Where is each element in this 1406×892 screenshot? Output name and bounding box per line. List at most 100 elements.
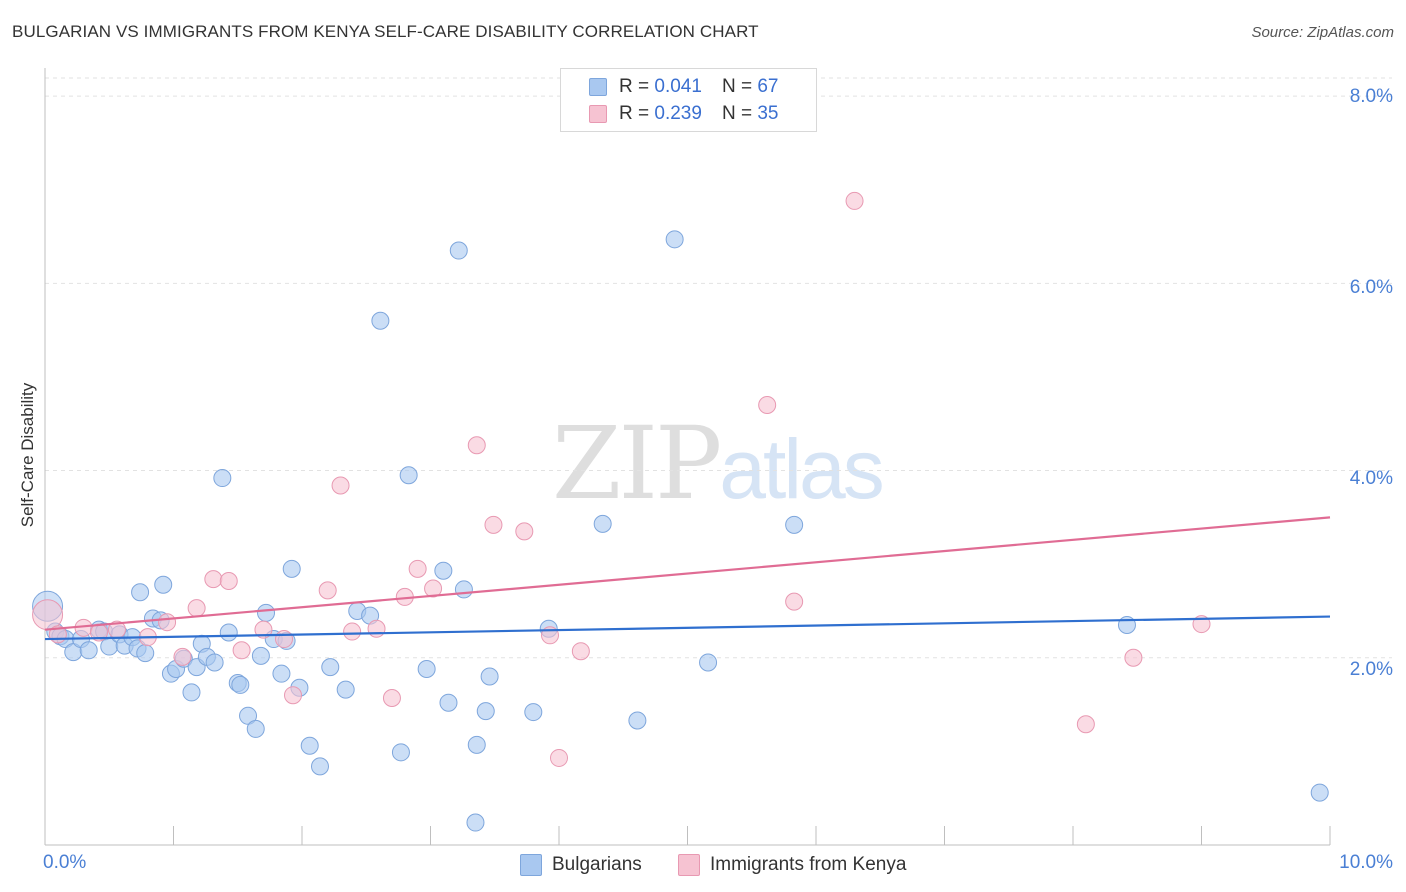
point-kenya <box>187 599 206 618</box>
point-bulgarians <box>219 623 238 642</box>
point-bulgarians <box>524 703 543 722</box>
source-label: Source: ZipAtlas.com <box>1251 24 1394 41</box>
point-bulgarians <box>434 561 453 580</box>
point-kenya <box>845 191 864 210</box>
point-bulgarians <box>399 466 418 485</box>
legend-r-label: R = <box>619 103 650 124</box>
point-bulgarians <box>231 675 250 694</box>
legend-n-label: N = <box>721 76 753 97</box>
point-bulgarians <box>154 575 173 594</box>
stats-legend: R = 0.041 N = 67 R = 0.239 N = 35 <box>560 68 817 132</box>
legend-row-kenya: R = 0.239 N = 35 <box>589 102 778 126</box>
bottom-legend-label-kenya: Immigrants from Kenya <box>710 854 907 875</box>
point-kenya <box>467 436 486 455</box>
legend-r-value: 0.239 <box>654 103 702 124</box>
trend-line-kenya <box>44 516 1331 631</box>
point-bulgarians <box>136 644 155 663</box>
x-tick-marks <box>173 826 1331 845</box>
point-kenya <box>382 689 401 708</box>
point-kenya <box>32 599 64 631</box>
legend-n-label: N = <box>721 103 753 124</box>
legend-row-bulgarians: R = 0.041 N = 67 <box>589 75 778 99</box>
y-tick-label-6: 6.0% <box>1349 277 1393 298</box>
point-kenya <box>284 686 303 705</box>
point-bulgarians <box>371 311 390 330</box>
point-bulgarians <box>480 667 499 686</box>
x-tick-label-max: 10.0% <box>1339 852 1393 873</box>
point-kenya <box>515 522 534 541</box>
point-kenya <box>158 613 177 632</box>
point-bulgarians <box>272 664 291 683</box>
point-kenya <box>219 572 238 591</box>
point-bulgarians <box>79 641 98 660</box>
point-kenya <box>173 647 192 666</box>
point-bulgarians <box>131 583 150 602</box>
point-kenya <box>275 630 294 649</box>
x-tick-label-min: 0.0% <box>43 852 87 873</box>
point-kenya <box>758 396 777 415</box>
bottom-legend-swatch-blue <box>520 854 542 876</box>
legend-n-value: 35 <box>757 103 779 124</box>
point-bulgarians <box>466 813 485 832</box>
point-bulgarians <box>182 683 201 702</box>
point-bulgarians <box>628 711 647 730</box>
bottom-legend-bulgarians: Bulgarians <box>520 852 642 878</box>
point-bulgarians <box>593 514 612 533</box>
point-bulgarians <box>257 603 276 622</box>
point-bulgarians <box>454 580 473 599</box>
watermark-atlas: atlas <box>719 422 884 516</box>
point-kenya <box>232 641 251 660</box>
point-kenya <box>204 570 223 589</box>
trend-lines <box>44 516 1331 641</box>
point-kenya <box>484 515 503 534</box>
point-bulgarians <box>321 658 340 677</box>
point-bulgarians <box>213 469 232 488</box>
chart-title: BULGARIAN VS IMMIGRANTS FROM KENYA SELF-… <box>12 22 759 41</box>
point-bulgarians <box>785 515 804 534</box>
point-bulgarians <box>391 743 410 762</box>
point-kenya <box>408 559 427 578</box>
y-tick-label-8: 8.0% <box>1349 86 1393 107</box>
bottom-legend-kenya: Immigrants from Kenya <box>678 852 906 878</box>
y-tick-label-2: 2.0% <box>1349 659 1393 680</box>
watermark-zip: ZIP <box>552 405 722 522</box>
legend-swatch-blue <box>589 78 607 96</box>
point-kenya <box>785 592 804 611</box>
point-bulgarians <box>300 736 319 755</box>
point-kenya <box>550 748 568 767</box>
point-kenya <box>254 620 273 639</box>
point-kenya <box>367 619 386 638</box>
point-bulgarians <box>336 680 355 699</box>
legend-n-value: 67 <box>757 76 779 97</box>
point-kenya <box>571 642 590 661</box>
y-axis-label: Self-Care Disability <box>18 382 37 528</box>
point-kenya <box>1076 715 1095 734</box>
point-bulgarians <box>476 702 495 721</box>
point-bulgarians <box>251 646 270 665</box>
legend-r-label: R = <box>619 76 650 97</box>
point-bulgarians <box>310 757 329 776</box>
watermark: ZIPatlas <box>552 405 885 522</box>
legend-swatch-pink <box>589 105 607 123</box>
bottom-legend-swatch-pink <box>678 854 700 876</box>
trend-line-bulgarians <box>44 615 1331 641</box>
bottom-legend-label-bulgarians: Bulgarians <box>552 854 642 875</box>
point-bulgarians <box>449 241 468 260</box>
point-kenya <box>318 581 337 600</box>
point-bulgarians <box>246 719 265 738</box>
point-bulgarians <box>417 660 436 679</box>
point-bulgarians <box>205 653 224 672</box>
y-tick-label-4: 4.0% <box>1349 468 1393 489</box>
point-kenya <box>343 622 362 641</box>
point-bulgarians <box>439 693 458 712</box>
series-bulgarians <box>32 230 1329 832</box>
point-bulgarians <box>665 230 684 249</box>
point-kenya <box>424 579 443 598</box>
series-kenya <box>32 191 1211 767</box>
point-bulgarians <box>282 559 301 578</box>
point-kenya <box>1124 648 1143 667</box>
point-bulgarians <box>1310 783 1329 802</box>
point-bulgarians <box>467 735 486 754</box>
point-bulgarians <box>699 653 718 672</box>
